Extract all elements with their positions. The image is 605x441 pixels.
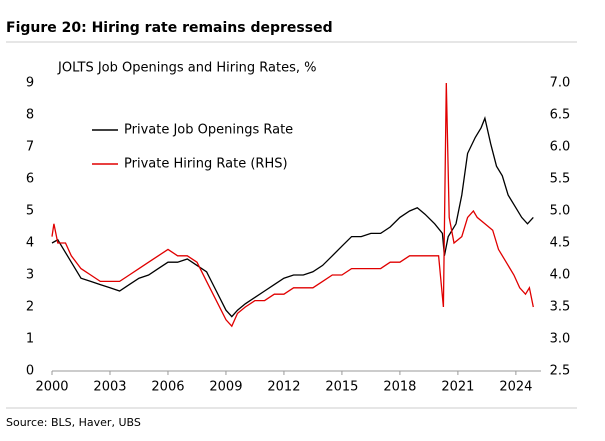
y2-tick-label: 3.5 <box>550 300 571 315</box>
y-tick-label: 4 <box>26 236 34 251</box>
y-tick-label: 7 <box>26 140 34 155</box>
y-tick-label: 0 <box>26 364 34 379</box>
x-tick-label: 2024 <box>499 380 532 395</box>
y2-tick-label: 5.0 <box>550 204 571 219</box>
x-tick-label: 2015 <box>325 380 358 395</box>
source: Source: BLS, Haver, UBS <box>6 416 141 429</box>
y2-tick-label: 6.0 <box>550 140 571 155</box>
y-tick-label: 8 <box>26 108 34 123</box>
x-tick-label: 2021 <box>441 380 474 395</box>
legend-label: Private Hiring Rate (RHS) <box>124 157 288 172</box>
x-tick-label: 2006 <box>151 380 184 395</box>
chart-title: Figure 20: Hiring rate remains depressed <box>6 20 333 36</box>
chart-subtitle: JOLTS Job Openings and Hiring Rates, % <box>57 61 317 76</box>
x-tick-label: 2009 <box>209 380 242 395</box>
y-tick-label: 6 <box>26 172 34 187</box>
y-tick-label: 5 <box>26 204 34 219</box>
y-tick-label: 2 <box>26 300 34 315</box>
series-line <box>51 116 534 318</box>
y2-tick-label: 4.5 <box>550 236 571 251</box>
x-tick-label: 2018 <box>383 380 416 395</box>
y-tick-label: 9 <box>26 76 34 91</box>
y2-tick-label: 4.0 <box>550 268 571 283</box>
legend-label: Private Job Openings Rate <box>124 123 293 138</box>
x-tick-label: 2003 <box>93 380 126 395</box>
y-tick-label: 3 <box>26 268 34 283</box>
series-line <box>51 82 534 328</box>
y2-tick-label: 6.5 <box>550 108 571 123</box>
x-tick-label: 2012 <box>267 380 300 395</box>
y2-tick-label: 2.5 <box>550 364 571 379</box>
y2-tick-label: 5.5 <box>550 172 571 187</box>
y2-tick-label: 7.0 <box>550 76 571 91</box>
y-tick-label: 1 <box>26 332 34 347</box>
x-tick-label: 2000 <box>35 380 68 395</box>
y2-tick-label: 3.0 <box>550 332 571 347</box>
